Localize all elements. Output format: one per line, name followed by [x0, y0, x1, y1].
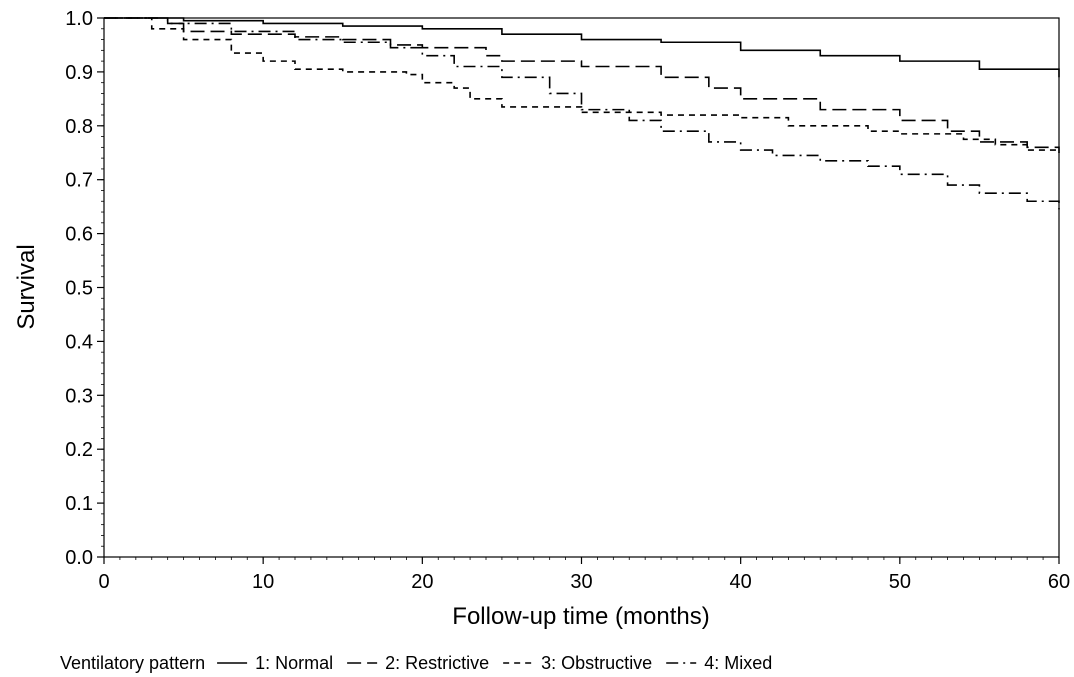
y-tick-label: 1.0: [65, 8, 93, 30]
legend: Ventilatory pattern 1: Normal 2: Restrict…: [60, 653, 772, 673]
y-axis-title: Survival: [13, 244, 40, 329]
y-tick-label: 0.0: [65, 547, 93, 569]
x-axis: 0 10 20 30 40 50 60: [98, 557, 1070, 593]
x-tick-label: 50: [889, 571, 911, 593]
x-tick-label: 40: [730, 571, 752, 593]
x-tick-label: 60: [1048, 571, 1070, 593]
y-tick-label: 0.8: [65, 116, 93, 138]
legend-label: 2: Restrictive: [385, 653, 489, 673]
x-tick-label: 20: [411, 571, 433, 593]
y-tick-label: 0.5: [65, 278, 93, 300]
y-tick-label: 0.3: [65, 385, 93, 407]
x-tick-label: 0: [98, 571, 109, 593]
legend-label: 3: Obstructive: [541, 653, 652, 673]
series-line-1-normal: [104, 17, 1060, 78]
x-tick-label: 10: [252, 571, 274, 593]
x-axis-title: Follow-up time (months): [452, 603, 709, 630]
y-tick-label: 0.9: [65, 62, 93, 84]
legend-title: Ventilatory pattern: [60, 653, 205, 673]
series-line-4-mixed: [104, 17, 1060, 210]
y-tick-label: 0.6: [65, 224, 93, 246]
y-tick-label: 0.2: [65, 439, 93, 461]
series-layer: [104, 17, 1060, 210]
series-line-2-restrictive: [104, 17, 1060, 153]
legend-label: 4: Mixed: [704, 653, 772, 673]
y-axis: 0.0 0.1 0.2 0.3 0.4 0.5 0.6 0.7 0.8 0.9 1.0: [65, 8, 104, 569]
series-line-3-obstructive: [104, 17, 1060, 153]
legend-label: 1: Normal: [255, 653, 333, 673]
y-tick-label: 0.4: [65, 331, 93, 353]
x-tick-label: 30: [570, 571, 592, 593]
y-tick-label: 0.7: [65, 170, 93, 192]
y-tick-label: 0.1: [65, 493, 93, 515]
